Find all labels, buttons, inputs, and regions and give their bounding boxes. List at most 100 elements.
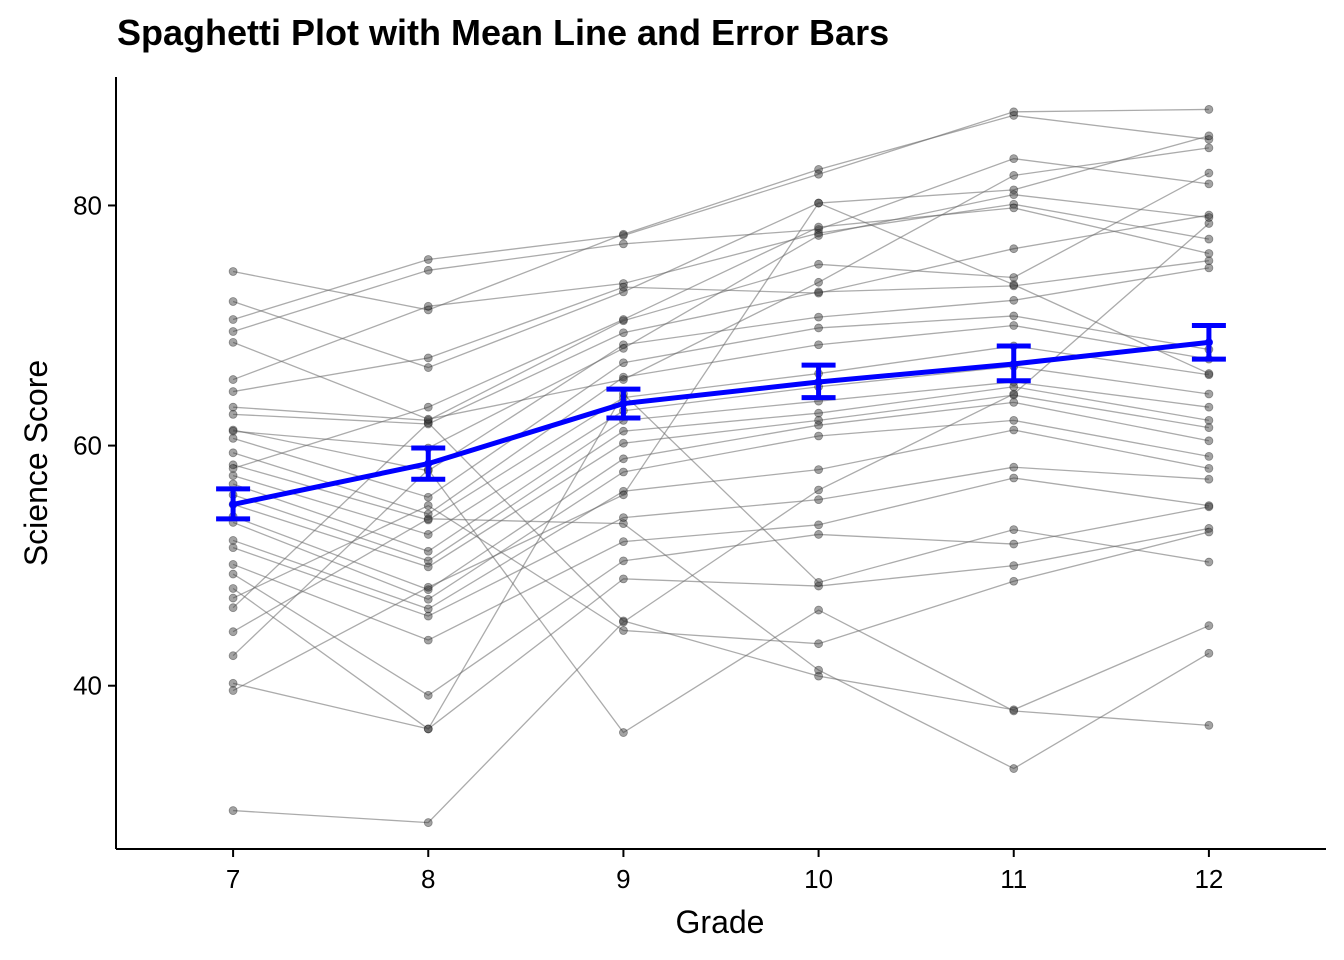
individual-line <box>232 267 1210 472</box>
individual-point <box>619 426 628 436</box>
x-tick-label: 10 <box>804 864 833 894</box>
individual-line <box>232 315 1210 498</box>
individual-point <box>814 165 823 174</box>
individual-line <box>232 114 1209 311</box>
individual-point <box>423 515 433 525</box>
individual-point <box>814 485 823 495</box>
individual-point <box>423 556 433 566</box>
individual-point <box>1204 648 1214 658</box>
individual-point <box>814 665 823 675</box>
individual-point <box>1204 369 1214 378</box>
individual-point <box>619 467 628 477</box>
individual-point <box>423 501 433 511</box>
individual-point <box>423 690 433 700</box>
individual-point <box>423 724 433 734</box>
individual-point <box>619 574 628 584</box>
individual-point <box>423 265 433 275</box>
individual-point <box>814 259 823 269</box>
individual-point <box>814 323 823 333</box>
individual-point <box>228 678 238 688</box>
individual-point <box>228 536 238 545</box>
individual-point <box>1204 135 1214 144</box>
individual-line <box>232 468 1209 734</box>
individual-line <box>232 429 1210 610</box>
individual-point <box>228 337 238 347</box>
mean-point <box>424 459 433 468</box>
individual-trajectories <box>228 105 1214 827</box>
individual-point <box>228 448 238 458</box>
individual-point <box>814 408 823 418</box>
individual-line <box>233 194 1209 449</box>
individual-line <box>232 419 1210 600</box>
individual-point <box>619 556 628 566</box>
individual-point <box>1009 764 1019 773</box>
individual-point <box>619 375 628 384</box>
individual-point <box>1204 249 1214 258</box>
individual-point <box>423 255 433 264</box>
individual-point <box>423 530 433 539</box>
y-tick-label: 60 <box>73 431 102 461</box>
individual-point <box>1204 168 1214 178</box>
individual-point <box>619 231 628 240</box>
individual-point <box>619 626 628 635</box>
individual-point <box>814 671 823 681</box>
individual-point <box>619 617 628 627</box>
individual-point <box>1009 425 1019 435</box>
individual-line <box>232 394 1210 568</box>
individual-point <box>423 492 433 502</box>
individual-line <box>233 260 1209 425</box>
individual-point <box>1204 720 1214 730</box>
y-axis-title: Science Score <box>18 360 54 566</box>
individual-point <box>814 530 823 539</box>
individual-point <box>1204 474 1214 484</box>
individual-line <box>233 172 1210 422</box>
individual-point <box>423 301 433 311</box>
individual-point <box>1009 415 1019 425</box>
individual-point <box>1204 415 1214 425</box>
individual-point <box>1204 451 1214 461</box>
individual-point <box>1204 557 1214 567</box>
individual-point <box>1009 706 1019 716</box>
y-tick-label: 40 <box>73 671 102 701</box>
individual-point <box>228 569 238 579</box>
individual-point <box>1009 311 1019 321</box>
individual-line <box>232 381 1209 552</box>
individual-line <box>232 147 1209 420</box>
individual-point <box>228 375 238 384</box>
x-axis-title: Grade <box>676 904 765 940</box>
individual-line <box>232 135 1210 369</box>
individual-point <box>619 519 628 529</box>
individual-line <box>232 214 1210 393</box>
y-tick-label: 80 <box>73 190 102 220</box>
individual-point <box>1009 321 1019 330</box>
individual-line <box>232 477 1209 641</box>
individual-point <box>619 454 628 464</box>
individual-point <box>619 513 628 523</box>
individual-line <box>233 222 1210 824</box>
individual-point <box>423 594 433 604</box>
individual-point <box>814 231 823 240</box>
individual-point <box>1204 402 1214 412</box>
individual-point <box>1009 561 1019 571</box>
individual-point <box>1204 389 1214 399</box>
individual-point <box>814 312 823 322</box>
individual-point <box>423 414 433 424</box>
individual-line <box>232 421 1210 711</box>
individual-point <box>814 277 823 287</box>
mean-point <box>1204 338 1213 347</box>
individual-point <box>619 358 628 368</box>
individual-point <box>814 198 823 208</box>
individual-line <box>232 386 1210 562</box>
individual-point <box>814 495 823 505</box>
individual-line <box>232 518 1210 770</box>
individual-point <box>1009 273 1019 282</box>
individual-point <box>1009 576 1019 586</box>
individual-point <box>423 546 433 556</box>
individual-point <box>814 605 823 615</box>
individual-point <box>1204 131 1214 141</box>
individual-point <box>619 490 628 500</box>
individual-point <box>619 282 628 292</box>
individual-point <box>1009 107 1019 117</box>
individual-point <box>228 387 238 396</box>
